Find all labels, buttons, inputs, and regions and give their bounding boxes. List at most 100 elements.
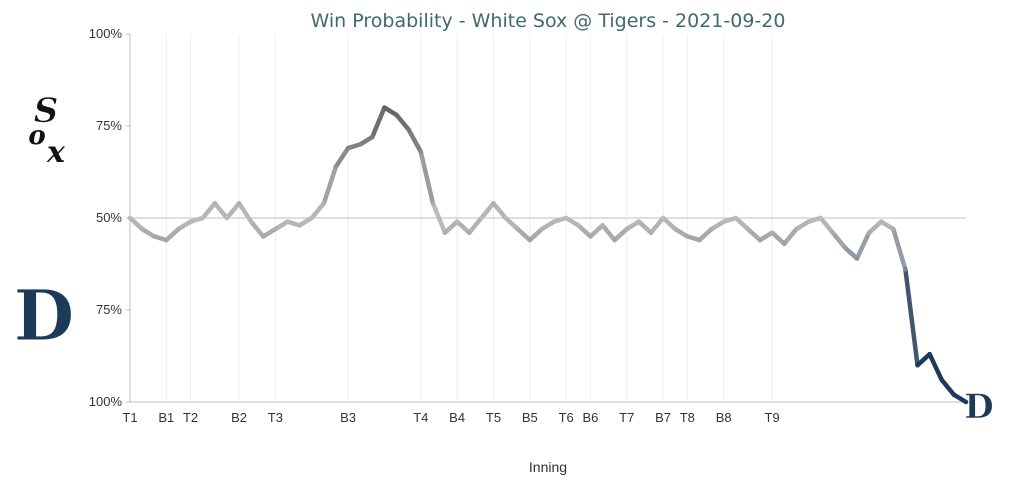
svg-text:D: D bbox=[964, 387, 993, 427]
data-point bbox=[127, 215, 133, 221]
win-probability-segment bbox=[636, 219, 654, 235]
win-probability-segment bbox=[818, 215, 835, 235]
win-probability-segment bbox=[503, 215, 520, 232]
win-probability-segment bbox=[370, 105, 387, 140]
svg-text:D: D bbox=[14, 274, 75, 357]
win-probability-segment bbox=[479, 201, 496, 221]
win-probability-segment bbox=[454, 219, 472, 235]
chart-title: Win Probability - White Sox @ Tigers - 2… bbox=[311, 10, 786, 32]
data-point bbox=[248, 219, 254, 224]
win-probability-segment bbox=[794, 219, 811, 232]
data-point bbox=[794, 226, 799, 232]
win-probability-segment bbox=[891, 226, 908, 272]
data-point bbox=[782, 241, 787, 246]
x-tick-label: B5 bbox=[522, 410, 538, 425]
data-point bbox=[236, 201, 242, 206]
data-point bbox=[212, 201, 218, 206]
win-probability-segment bbox=[430, 201, 448, 235]
win-probability-segment bbox=[164, 226, 181, 243]
win-probability-segment bbox=[127, 215, 145, 232]
data-point bbox=[224, 215, 230, 221]
win-probability-segment bbox=[200, 201, 218, 221]
win-probability-segment bbox=[406, 127, 424, 155]
svg-text:o: o bbox=[28, 121, 45, 151]
win-probability-segment bbox=[176, 219, 193, 232]
win-probability-segment bbox=[757, 230, 775, 243]
y-tick-label: 75% bbox=[96, 118, 122, 133]
win-probability-segment bbox=[830, 230, 848, 250]
x-tick-label: T9 bbox=[765, 410, 780, 425]
win-probability-segment bbox=[261, 226, 278, 239]
win-probability-segment bbox=[927, 351, 945, 383]
data-point bbox=[648, 230, 654, 235]
data-point bbox=[539, 226, 545, 232]
data-point bbox=[164, 237, 169, 243]
data-point bbox=[188, 219, 193, 224]
win-probability-segment bbox=[769, 230, 787, 247]
data-point bbox=[903, 267, 908, 272]
white-sox-logo: S o x bbox=[28, 91, 66, 170]
data-point bbox=[321, 201, 327, 206]
data-point bbox=[733, 215, 738, 221]
data-point bbox=[503, 215, 508, 221]
y-tick-labels: 100% 75% 50% 75% 100% bbox=[89, 26, 130, 409]
data-point bbox=[285, 219, 290, 224]
data-point bbox=[563, 215, 569, 221]
data-point bbox=[297, 223, 302, 228]
data-point bbox=[612, 237, 617, 243]
win-probability-segment bbox=[515, 226, 533, 243]
win-probability-segment bbox=[212, 201, 230, 221]
data-point bbox=[673, 226, 678, 232]
x-tick-label: B3 bbox=[340, 410, 356, 425]
data-point bbox=[769, 230, 775, 235]
data-point bbox=[636, 219, 642, 224]
x-tick-label: T6 bbox=[559, 410, 574, 425]
svg-text:x: x bbox=[46, 135, 66, 170]
y-tick-label: 75% bbox=[96, 302, 122, 317]
win-probability-segment bbox=[600, 223, 617, 243]
win-probability-segment bbox=[297, 215, 314, 228]
x-tick-label: B7 bbox=[655, 410, 671, 425]
win-probability-segment bbox=[442, 219, 460, 235]
win-probability-segment bbox=[418, 149, 436, 206]
win-probability-segment bbox=[224, 201, 242, 221]
data-point bbox=[467, 230, 472, 235]
win-probability-segment bbox=[745, 226, 763, 243]
win-probability-segment bbox=[139, 226, 157, 239]
win-probability-segment bbox=[624, 219, 642, 232]
win-probability-segment bbox=[273, 219, 290, 232]
data-point bbox=[854, 256, 860, 261]
win-probability-segment bbox=[309, 201, 327, 221]
data-point bbox=[830, 230, 835, 235]
data-point bbox=[370, 134, 375, 140]
x-tick-labels: T1 B1 T2 B2 T3 B3 T4 B4 T5 B5 T6 B6 T7 B7 T8 B8 T9 bbox=[122, 410, 779, 425]
data-point bbox=[576, 223, 581, 228]
win-probability-segment bbox=[939, 377, 957, 397]
data-point bbox=[139, 226, 145, 232]
data-point bbox=[963, 399, 969, 405]
x-tick-label: T8 bbox=[680, 410, 695, 425]
win-probability-segment bbox=[697, 226, 714, 243]
x-tick-label: T2 bbox=[183, 410, 198, 425]
win-probability-segment bbox=[527, 226, 545, 243]
data-point bbox=[551, 219, 557, 224]
win-probability-segment bbox=[854, 230, 872, 261]
win-probability-segment bbox=[672, 226, 690, 239]
axes bbox=[129, 34, 966, 403]
data-point bbox=[394, 112, 399, 118]
x-tick-label: B6 bbox=[582, 410, 598, 425]
x-tick-label: B4 bbox=[449, 410, 465, 425]
data-point bbox=[721, 219, 726, 224]
data-point bbox=[891, 226, 896, 232]
win-probability-segment bbox=[866, 219, 884, 235]
data-point bbox=[515, 226, 520, 232]
data-point bbox=[818, 215, 823, 221]
svg-text:S: S bbox=[34, 91, 59, 131]
data-point bbox=[660, 215, 666, 221]
tigers-end-logo: D bbox=[964, 387, 994, 428]
data-point bbox=[624, 226, 629, 232]
data-point bbox=[261, 234, 266, 239]
data-point bbox=[454, 219, 460, 224]
x-tick-label: T3 bbox=[268, 410, 283, 425]
win-probability-segment bbox=[612, 226, 630, 243]
